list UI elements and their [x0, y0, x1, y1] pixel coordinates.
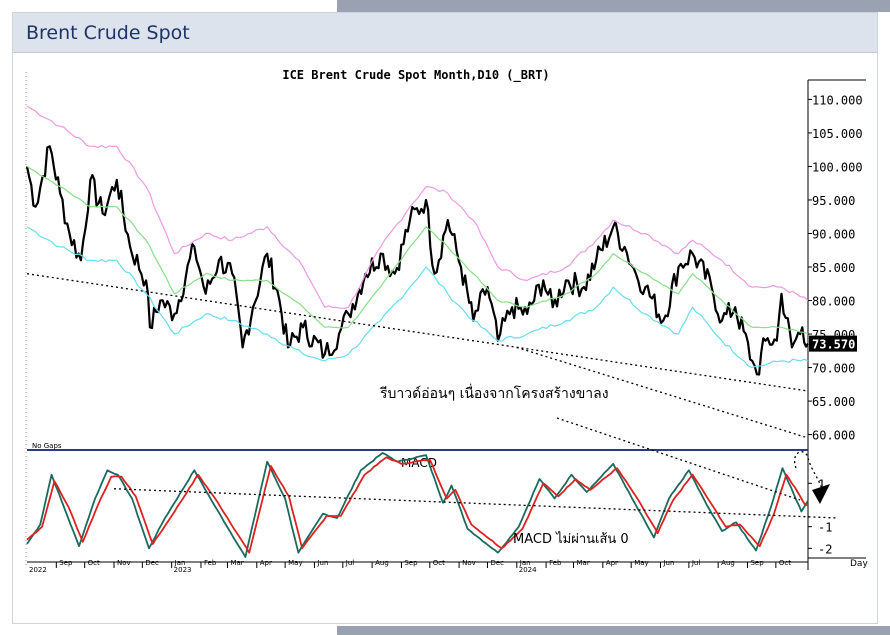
top-accent-bar	[337, 0, 890, 12]
price-panel: 110.000 105.000 100.000 95.000 90.000 85.000 8…	[25, 72, 866, 570]
chart-title: ICE Brent Crude Spot Month,D10 (_BRT)	[282, 68, 549, 83]
month-label: Oct	[433, 559, 445, 567]
macd-tick-label: -2	[818, 542, 832, 556]
macd-annotation: MACD ไม่ผ่านเส้น 0	[513, 531, 629, 547]
x-axis: Sep Oct Nov Dec Jan Feb Mar Apr May Jun Jul Aug Sep O…	[27, 559, 868, 574]
price-tick-label: 110.000	[812, 93, 863, 107]
year-label: 2022	[29, 566, 47, 574]
month-label: Sep	[59, 559, 73, 567]
month-label: Aug	[721, 559, 735, 567]
price-tick-label: 60.000	[812, 429, 855, 443]
month-label: Jan	[519, 559, 531, 567]
month-label: Dec	[490, 559, 504, 567]
price-tick-label: 95.000	[812, 194, 855, 208]
macd-trendline	[113, 488, 839, 519]
curved-arrow-path	[794, 451, 823, 491]
arrow-head	[812, 484, 830, 504]
price-tick-label: 90.000	[812, 227, 855, 241]
signal-line	[26, 456, 808, 554]
macd-tick-label: 1	[818, 477, 825, 491]
price-tick-label: 70.000	[812, 362, 855, 376]
month-label: May	[288, 559, 302, 567]
year-label: 2023	[174, 566, 192, 574]
month-label: Oct	[88, 559, 100, 567]
month-label: Jan	[174, 559, 186, 567]
month-label: Sep	[750, 559, 764, 567]
month-label: Aug	[375, 559, 389, 567]
month-label: Jun	[316, 559, 328, 567]
price-tick-label: 65.000	[812, 395, 855, 409]
no-gaps-label: No Gaps	[32, 442, 62, 450]
price-tick-label: 105.000	[812, 127, 863, 141]
price-trendline	[516, 346, 809, 439]
month-label: Feb	[549, 559, 562, 567]
annotations: รีบาวด์อ่อนๆ เนื่องจากโครงสร้างขาลง MACD …	[380, 384, 830, 547]
chart-card: Brent Crude Spot	[12, 12, 878, 624]
macd-tick-label: -1	[818, 521, 832, 535]
month-label: Apr	[260, 559, 272, 567]
lower-band-line	[26, 226, 809, 369]
bottom-accent-bar	[337, 626, 890, 635]
month-label: Mar	[230, 559, 243, 567]
month-label: Jul	[345, 559, 355, 567]
price-annotation: รีบาวด์อ่อนๆ เนื่องจากโครงสร้างขาลง	[380, 384, 609, 402]
month-label: May	[634, 559, 648, 567]
price-tick-label: 100.000	[812, 160, 863, 174]
month-label: Feb	[204, 559, 217, 567]
month-label: Apr	[606, 559, 618, 567]
upper-band-line	[26, 105, 809, 309]
month-label: Dec	[145, 559, 159, 567]
month-label: Sep	[404, 559, 418, 567]
macd-line	[26, 452, 809, 558]
month-label: Jul	[691, 559, 701, 567]
month-label: Jun	[662, 559, 674, 567]
middle-band-line	[26, 165, 809, 335]
year-label: 2024	[519, 566, 537, 574]
last-price-label: 73.570	[812, 338, 855, 352]
price-trendline	[26, 273, 809, 392]
last-price-box	[809, 335, 857, 352]
month-label: Mar	[577, 559, 590, 567]
month-label: Nov	[117, 559, 131, 567]
month-label: Nov	[462, 559, 476, 567]
card-header: Brent Crude Spot	[13, 13, 877, 53]
price-tick-label: 80.000	[812, 295, 855, 309]
x-unit-label: Day	[850, 559, 868, 569]
price-tick-label: 85.000	[812, 261, 855, 275]
month-label: Oct	[779, 559, 791, 567]
price-line	[25, 145, 809, 376]
card-title: Brent Crude Spot	[26, 22, 190, 44]
